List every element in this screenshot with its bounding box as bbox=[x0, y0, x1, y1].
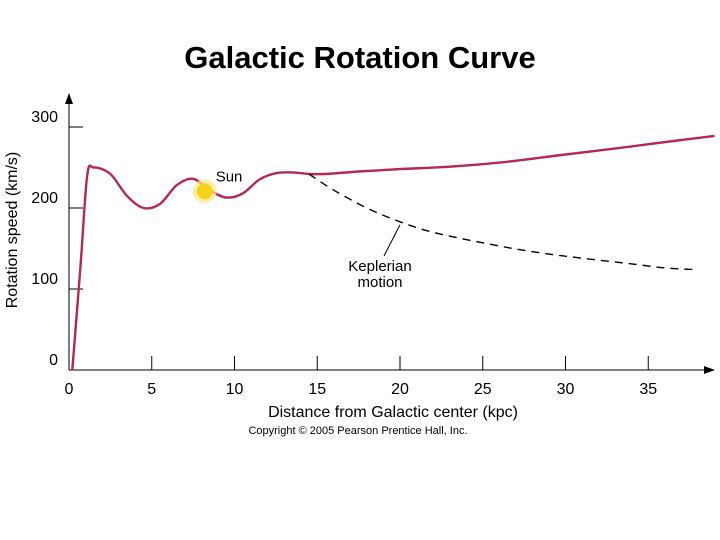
chart-title: Galactic Rotation Curve bbox=[184, 40, 536, 75]
y-axis-arrow bbox=[65, 93, 73, 104]
x-tick-label: 0 bbox=[65, 381, 74, 398]
x-tick-label: 20 bbox=[391, 381, 409, 398]
y-axis-label: Rotation speed (km/s) bbox=[4, 152, 21, 309]
axes bbox=[65, 93, 715, 374]
sun-icon bbox=[196, 183, 213, 200]
x-tick-label: 15 bbox=[308, 381, 326, 398]
y-tick-label: 100 bbox=[31, 271, 58, 288]
sun-label: Sun bbox=[216, 168, 243, 185]
keplerian-pointer bbox=[383, 224, 401, 257]
observed-rotation-curve bbox=[71, 134, 715, 371]
x-axis-label: Distance from Galactic center (kpc) bbox=[268, 404, 518, 421]
x-tick-label: 5 bbox=[147, 381, 156, 398]
ticks: 0 5 10 15 20 25 30 35 0 100 200 300 bbox=[31, 109, 657, 398]
y-tick-label: 300 bbox=[31, 109, 58, 126]
keplerian-curve bbox=[308, 173, 695, 271]
x-tick-label: 10 bbox=[226, 381, 244, 398]
y-tick-label: 0 bbox=[49, 352, 58, 369]
keplerian-label: Keplerian bbox=[348, 258, 411, 275]
copyright-text: Copyright © 2005 Pearson Prentice Hall, … bbox=[248, 425, 467, 437]
y-tick-label: 200 bbox=[31, 190, 58, 207]
x-tick-label: 25 bbox=[474, 381, 492, 398]
series-lines bbox=[71, 134, 715, 371]
x-tick-label: 35 bbox=[639, 381, 657, 398]
x-axis-arrow bbox=[704, 366, 715, 374]
x-tick-label: 30 bbox=[557, 381, 575, 398]
keplerian-label: motion bbox=[357, 274, 402, 291]
